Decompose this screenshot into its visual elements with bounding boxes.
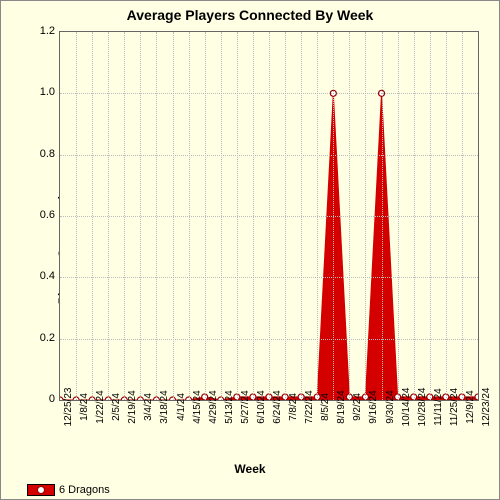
xtick-label: 6/24/24: [272, 390, 283, 423]
ytick-label: 0.4: [15, 270, 55, 282]
ytick-label: 1.2: [15, 25, 55, 37]
ytick-label: 0.6: [15, 209, 55, 221]
xtick-label: 8/5/24: [320, 393, 331, 421]
plot-area: [59, 31, 479, 401]
xtick-label: 5/27/24: [240, 390, 251, 423]
ytick-label: 0.2: [15, 332, 55, 344]
chart-title: Average Players Connected By Week: [1, 1, 499, 27]
xtick-label: 9/16/24: [368, 390, 379, 423]
xtick-label: 9/2/24: [352, 393, 363, 421]
legend: 6 Dragons: [27, 484, 110, 496]
ytick-label: 0: [15, 393, 55, 405]
xtick-label: 2/5/24: [111, 393, 122, 421]
ytick-label: 1.0: [15, 86, 55, 98]
xtick-label: 3/4/24: [143, 393, 154, 421]
xtick-label: 2/19/24: [127, 390, 138, 423]
xtick-label: 8/19/24: [336, 390, 347, 423]
xtick-label: 1/22/24: [95, 390, 106, 423]
xtick-label: 12/25/23: [63, 388, 74, 427]
xtick-label: 11/11/24: [433, 388, 444, 425]
xtick-label: 7/8/24: [288, 393, 299, 421]
xtick-label: 11/25/24: [449, 388, 460, 426]
xtick-label: 10/28/24: [417, 388, 428, 427]
xtick-label: 3/18/24: [159, 390, 170, 423]
xtick-label: 4/29/24: [208, 390, 219, 423]
legend-label: 6 Dragons: [59, 484, 110, 496]
xtick-label: 5/13/24: [224, 390, 235, 423]
xtick-label: 12/9/24: [465, 390, 476, 423]
xtick-label: 4/1/24: [176, 393, 187, 421]
chart-container: Average Players Connected By Week Player…: [0, 0, 500, 500]
ytick-label: 0.8: [15, 148, 55, 160]
xtick-label: 9/30/24: [385, 390, 396, 423]
xaxis-label: Week: [234, 462, 265, 476]
xtick-label: 7/22/24: [304, 390, 315, 423]
xtick-label: 12/23/24: [481, 388, 492, 427]
xtick-label: 4/15/24: [192, 390, 203, 423]
xtick-label: 1/8/24: [79, 393, 90, 421]
legend-swatch-icon: [27, 484, 55, 496]
xtick-label: 6/10/24: [256, 390, 267, 423]
xtick-label: 10/14/24: [401, 388, 412, 427]
